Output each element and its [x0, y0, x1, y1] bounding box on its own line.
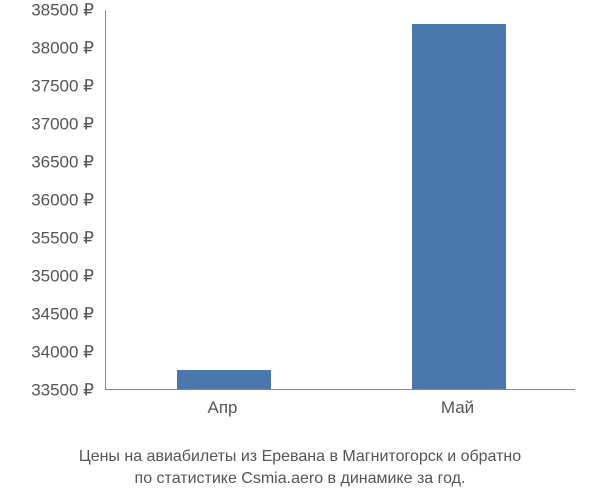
x-tick-label: Май	[441, 398, 474, 418]
y-tick-label: 37500 ₽	[31, 78, 94, 95]
y-tick-label: 34000 ₽	[31, 344, 94, 361]
y-tick-label: 38500 ₽	[31, 2, 94, 19]
y-tick-label: 38000 ₽	[31, 40, 94, 57]
y-tick-label: 36500 ₽	[31, 154, 94, 171]
y-tick-label: 37000 ₽	[31, 116, 94, 133]
bar	[412, 24, 506, 389]
price-chart: 33500 ₽ 34000 ₽ 34500 ₽ 35000 ₽ 35500 ₽ 36000…	[10, 10, 590, 440]
y-tick-label: 35500 ₽	[31, 230, 94, 247]
plot-area	[105, 10, 575, 390]
y-tick-label: 35000 ₽	[31, 268, 94, 285]
caption-line-2: по статистике Csmia.aero в динамике за г…	[135, 470, 466, 487]
x-tick-label: Апр	[208, 398, 238, 418]
caption-line-1: Цены на авиабилеты из Еревана в Магнитог…	[79, 448, 521, 465]
y-axis: 33500 ₽34000 ₽34500 ₽35000 ₽35500 ₽36000…	[10, 10, 100, 390]
y-tick-label: 36000 ₽	[31, 192, 94, 209]
y-tick-label: 34500 ₽	[31, 306, 94, 323]
bar	[177, 370, 271, 389]
y-tick-label: 33500 ₽	[31, 382, 94, 399]
chart-caption: Цены на авиабилеты из Еревана в Магнитог…	[0, 446, 600, 489]
